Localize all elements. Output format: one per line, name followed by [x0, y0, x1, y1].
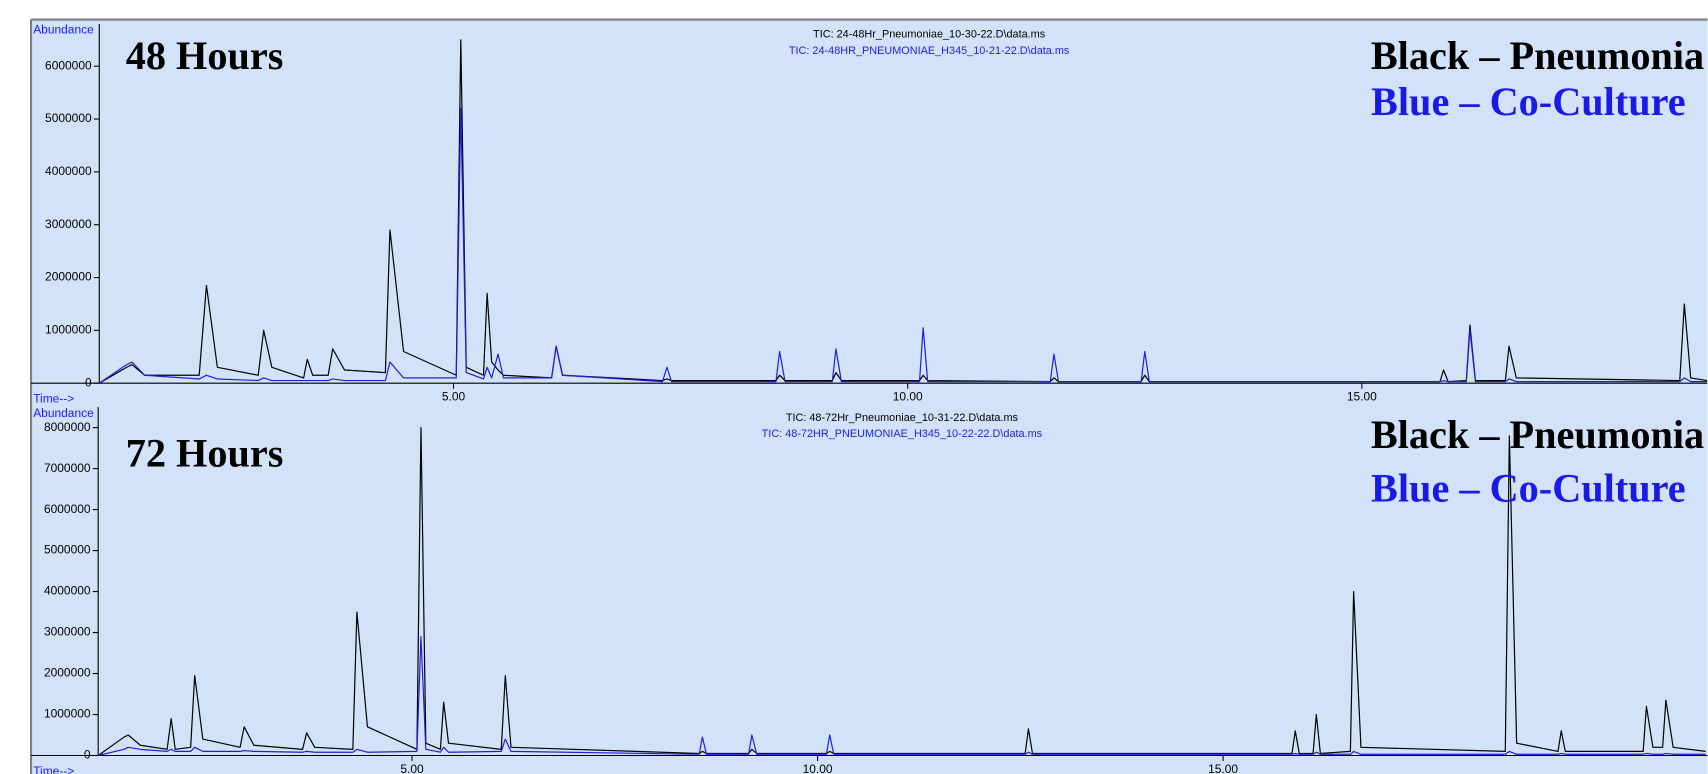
- x-axis-label: Time-->: [33, 392, 74, 406]
- annotation: Black – Pneumonia: [1371, 412, 1704, 457]
- x-tick-label: 5.00: [400, 762, 424, 774]
- y-tick-label: 5000000: [44, 543, 91, 557]
- x-tick-label: 15.00: [1347, 389, 1377, 403]
- y-tick-label: 8000000: [44, 420, 91, 434]
- annotation: 72 Hours: [126, 430, 284, 475]
- trace: [98, 636, 1706, 757]
- annotation: Blue – Co-Culture: [1371, 79, 1686, 124]
- x-tick-label: 5.00: [442, 389, 466, 403]
- annotation: Blue – Co-Culture: [1371, 465, 1686, 510]
- y-tick-label: 2000000: [44, 666, 91, 680]
- y-tick-label: 3000000: [44, 625, 91, 639]
- y-tick-label: 5000000: [45, 111, 92, 125]
- series-file-name: TIC: 24-48HR_PNEUMONIAE_H345_10-21-22.D\…: [789, 45, 1070, 57]
- x-axis-label: Time-->: [33, 764, 74, 774]
- annotation: Black – Pneumonia: [1371, 33, 1704, 78]
- x-tick-label: 10.00: [893, 389, 923, 403]
- trace: [97, 427, 1706, 756]
- y-tick-label: 6000000: [44, 502, 91, 516]
- y-tick-label: 7000000: [44, 461, 91, 475]
- y-axis-label: Abundance: [33, 406, 94, 420]
- y-axis-label: Abundance: [33, 23, 94, 37]
- series-file-name: TIC: 24-48Hr_Pneumoniae_10-30-22.D\data.…: [813, 29, 1046, 41]
- y-tick-label: 3000000: [45, 217, 92, 231]
- y-tick-label: 4000000: [44, 584, 91, 598]
- plot-background: [31, 19, 1708, 774]
- annotation: 48 Hours: [126, 33, 284, 78]
- y-tick-label: 2000000: [45, 270, 92, 284]
- x-tick-label: 15.00: [1208, 762, 1238, 774]
- y-tick-label: 1000000: [44, 707, 91, 721]
- trace: [98, 107, 1708, 384]
- y-tick-label: 0: [85, 375, 92, 389]
- y-tick-label: 6000000: [45, 58, 92, 72]
- y-tick-label: 4000000: [45, 164, 92, 178]
- x-tick-label: 10.00: [803, 762, 833, 774]
- series-file-name: TIC: 48-72HR_PNEUMONIAE_H345_10-22-22.D\…: [762, 428, 1043, 440]
- y-tick-label: 1000000: [45, 323, 92, 337]
- series-file-name: TIC: 48-72Hr_Pneumoniae_10-31-22.D\data.…: [786, 412, 1019, 424]
- y-tick-label: 0: [84, 748, 91, 762]
